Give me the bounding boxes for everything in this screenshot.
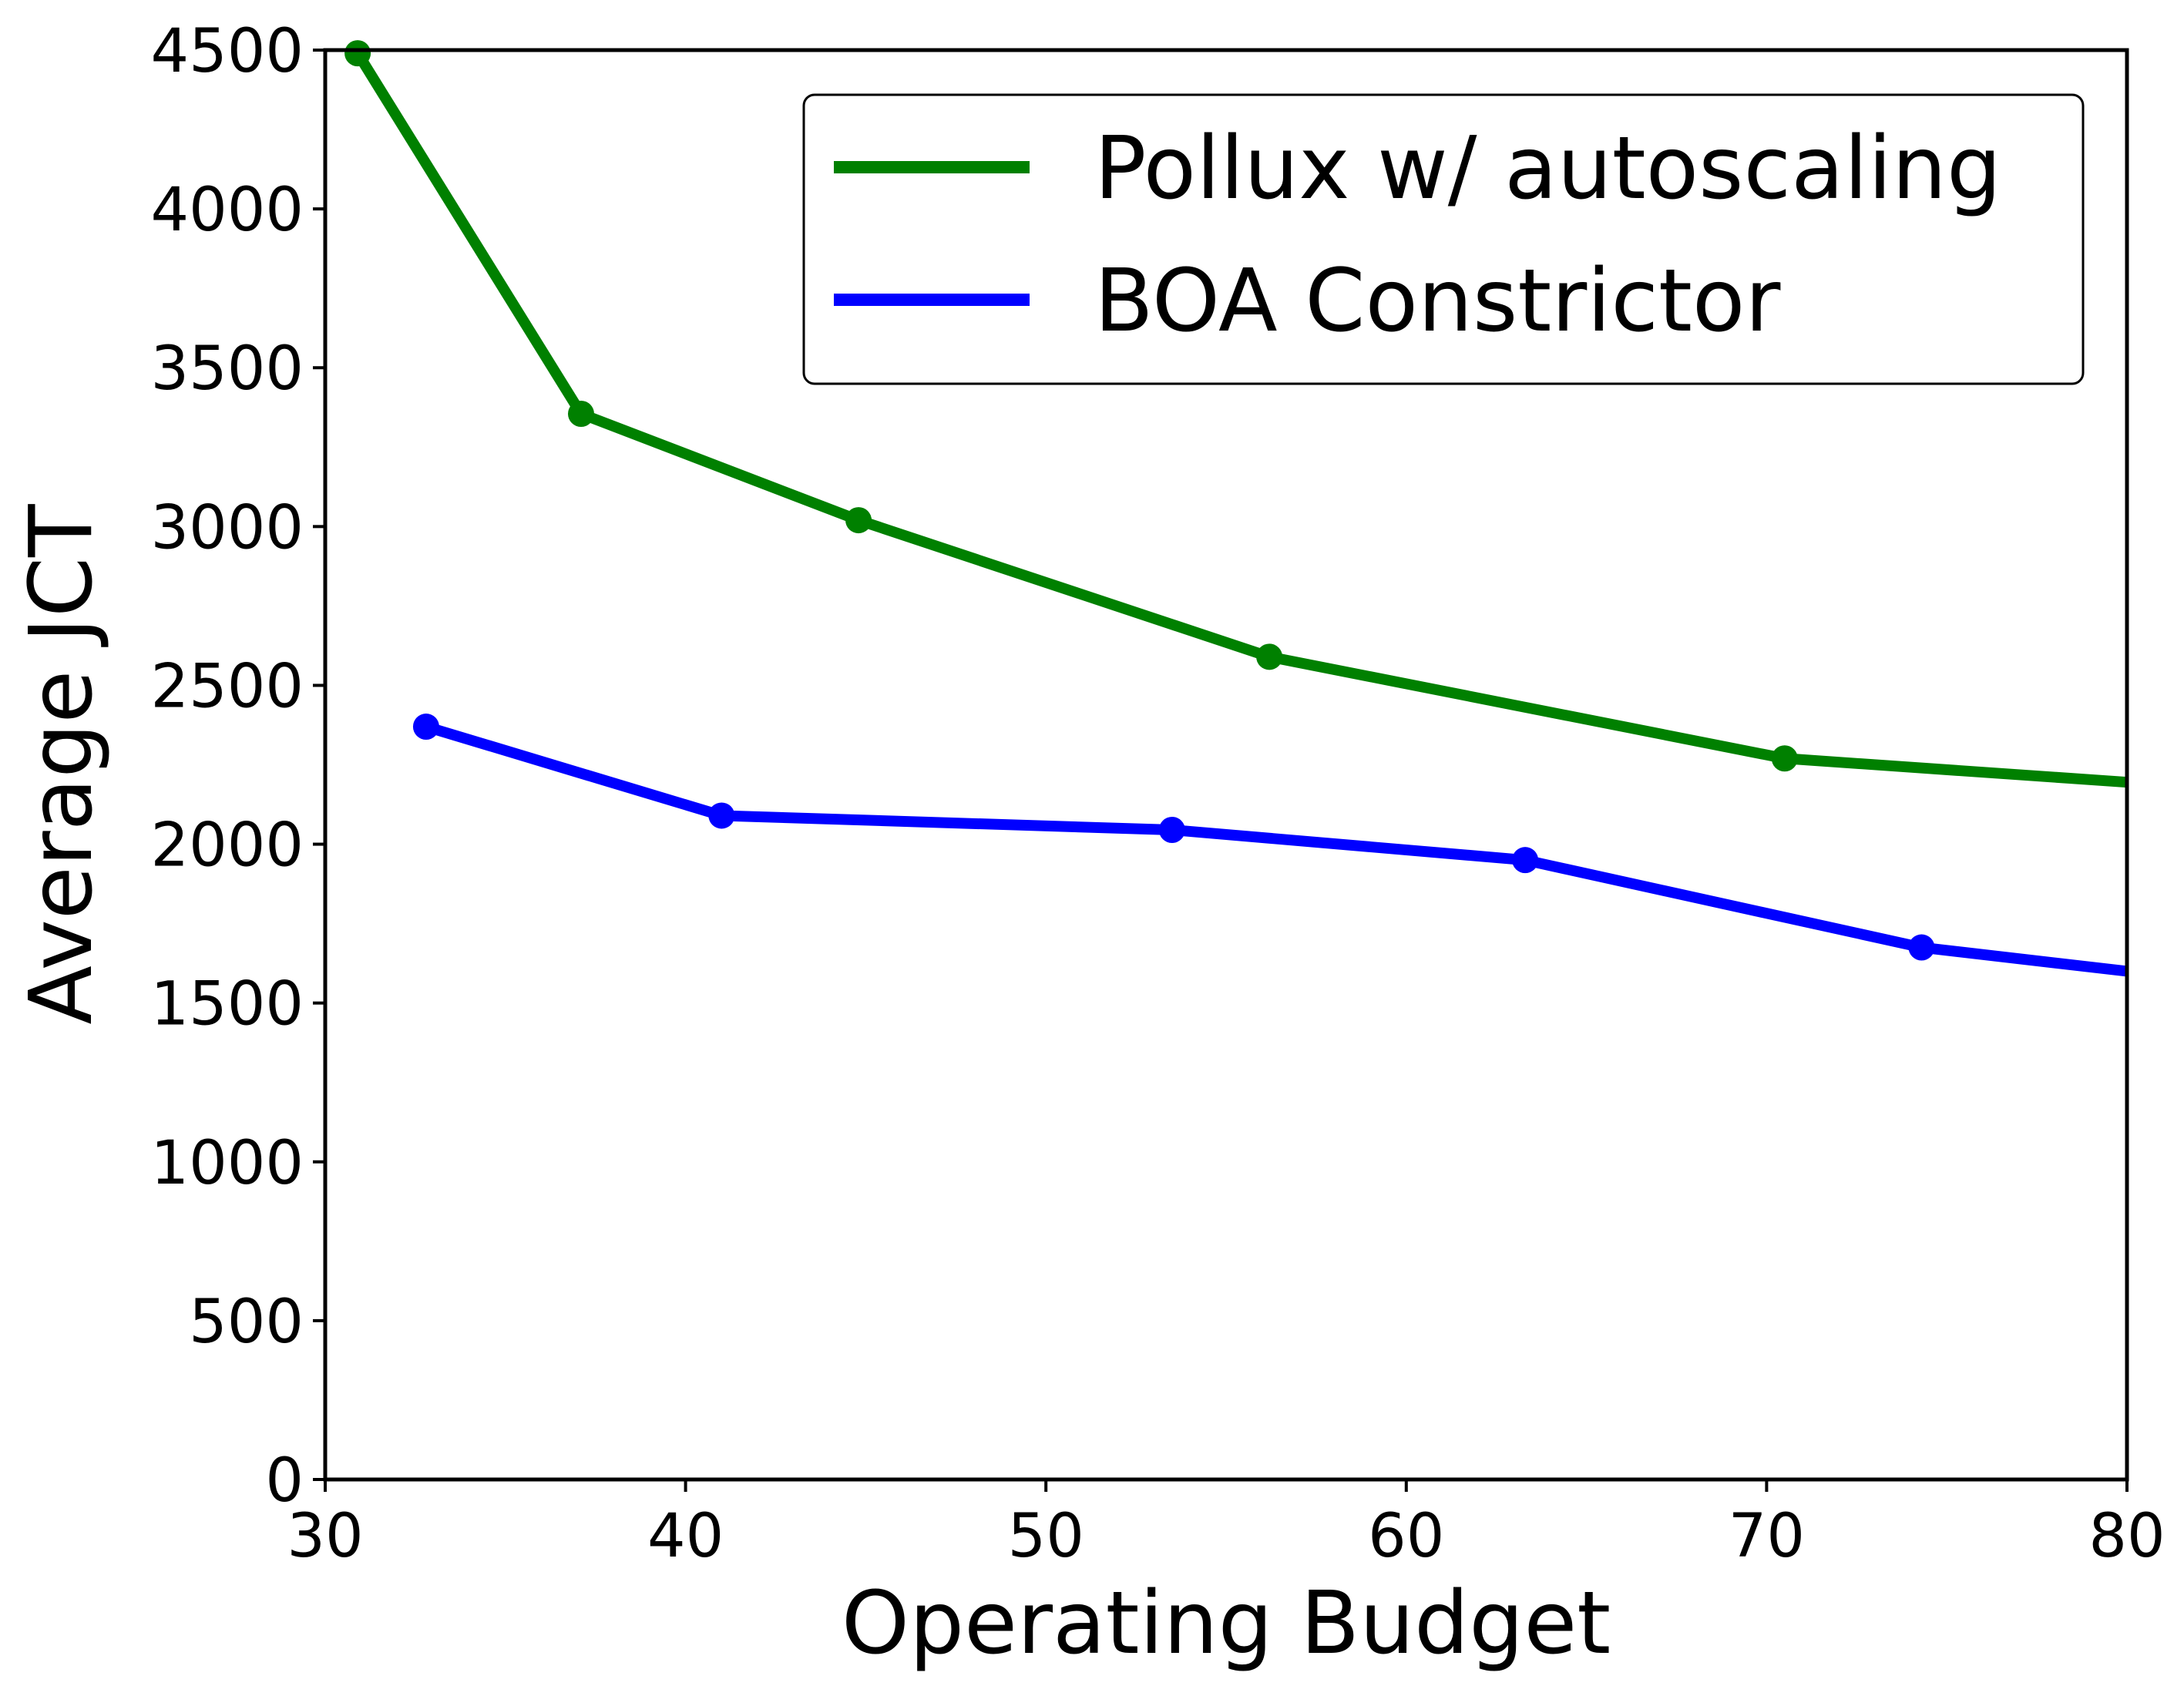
y-tick-label: 1000: [150, 1129, 304, 1198]
data-point: [1771, 745, 1798, 772]
x-tick-label: 50: [1008, 1502, 1084, 1571]
legend-label-pollux: Pollux w/ autoscaling: [1094, 119, 2001, 219]
x-tick-label: 30: [287, 1502, 363, 1571]
plot-frame: [323, 48, 2129, 1482]
data-point: [412, 714, 439, 741]
legend-box: [802, 93, 2085, 385]
data-point: [708, 802, 735, 829]
data-point: [344, 40, 371, 67]
y-tick-label: 2500: [150, 652, 304, 721]
data-point: [1256, 643, 1283, 670]
y-axis-title: Average JCT: [12, 504, 112, 1025]
x-tick-label: 40: [647, 1502, 724, 1571]
y-tick-label: 1500: [150, 970, 304, 1039]
x-tick-label: 80: [2088, 1502, 2165, 1571]
data-point: [1512, 847, 1539, 874]
y-tick-label: 4000: [150, 176, 304, 245]
series-line-0: [352, 48, 2127, 788]
x-tick-label: 70: [1729, 1502, 1805, 1571]
y-axis: 0 500 1000 1500 2000 2500 3000 3500 4000 4500: [150, 17, 325, 1516]
x-axis: 30 40 50 60 70 80: [287, 1479, 2166, 1571]
series-line-1: [420, 721, 2127, 977]
y-tick-label: 500: [189, 1288, 304, 1357]
y-tick-label: 4500: [150, 17, 304, 86]
y-tick-label: 2000: [150, 811, 304, 881]
x-tick-label: 60: [1368, 1502, 1444, 1571]
data-point: [845, 507, 872, 534]
legend-label-boa: BOA Constrictor: [1094, 251, 1781, 351]
data-point: [1158, 817, 1185, 844]
y-tick-label: 3500: [150, 334, 304, 404]
series-layer: [344, 40, 2127, 977]
legend: Pollux w/ autoscaling BOA Constrictor: [802, 93, 2085, 385]
data-point: [1908, 934, 1935, 961]
data-point: [567, 400, 594, 427]
y-tick-label: 0: [265, 1446, 304, 1516]
y-tick-label: 3000: [150, 493, 304, 563]
x-axis-title: Operating Budget: [842, 1573, 1611, 1674]
